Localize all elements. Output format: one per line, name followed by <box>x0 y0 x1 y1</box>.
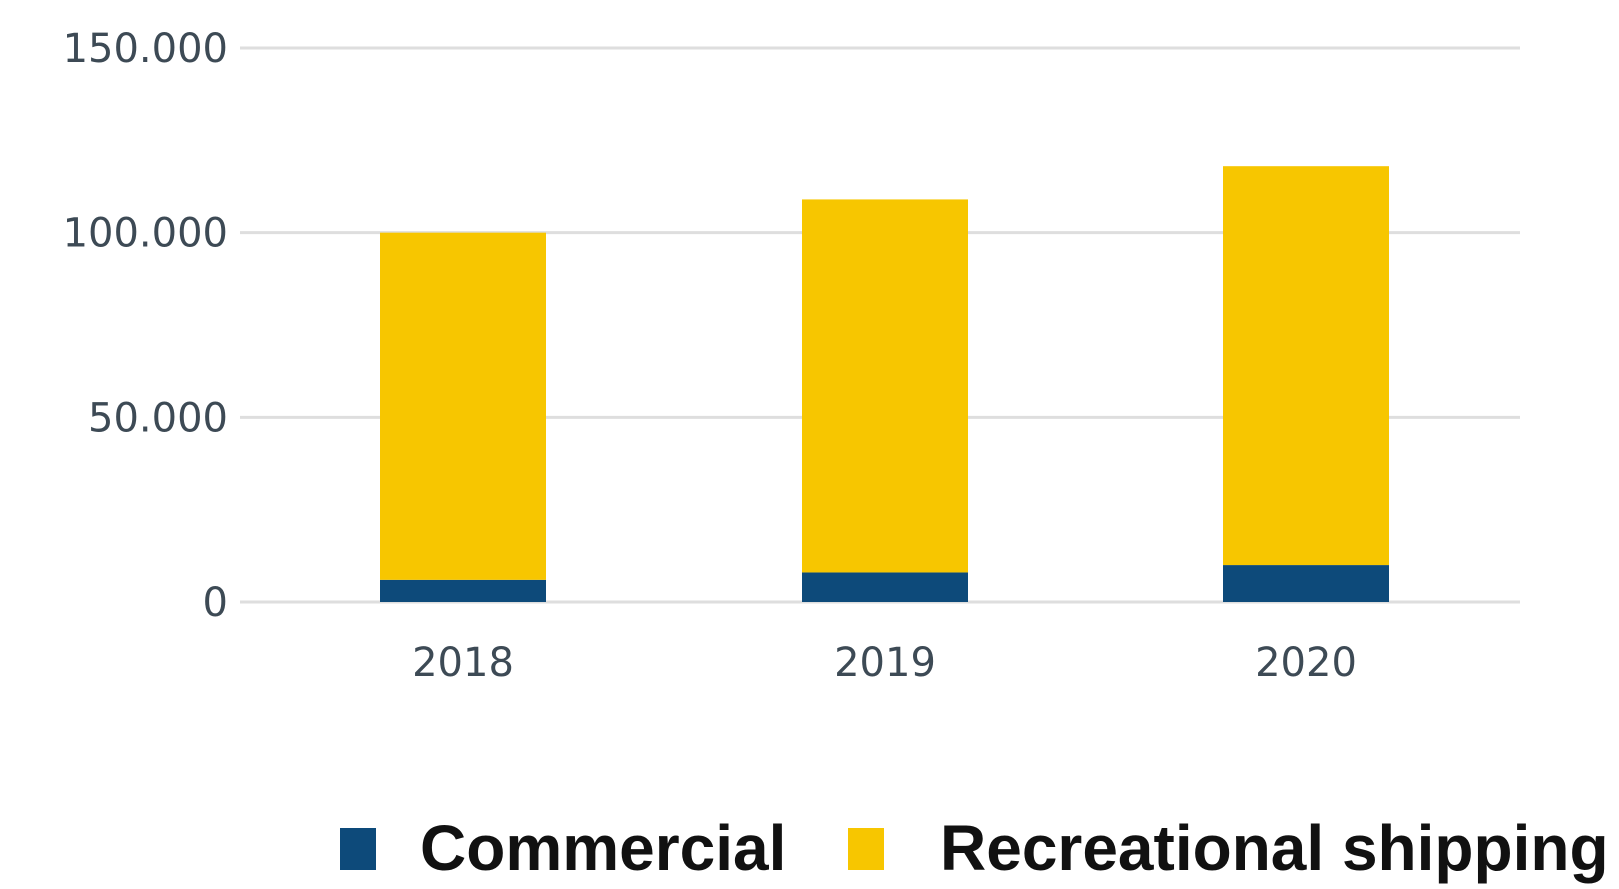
y-tick-label: 50.000 <box>88 395 228 441</box>
y-axis-tick-labels: 0 50.000 100.000 150.000 <box>63 26 228 626</box>
legend-label-commercial: Commercial <box>420 812 786 884</box>
bar-segment-commercial-2020 <box>1223 565 1389 602</box>
legend-swatch-commercial <box>340 828 376 870</box>
legend-swatch-recreational-shipping <box>848 828 884 870</box>
y-tick-label: 0 <box>203 580 228 626</box>
x-tick-label-2019: 2019 <box>834 640 936 686</box>
bar-segment-commercial-2019 <box>802 572 968 602</box>
y-tick-label: 100.000 <box>63 211 228 257</box>
bar-segment-commercial-2018 <box>380 580 546 602</box>
bar-segment-recreational-shipping-2019 <box>802 199 968 572</box>
x-tick-label-2020: 2020 <box>1255 640 1357 686</box>
legend: Commercial Recreational shipping <box>340 812 1609 884</box>
legend-label-recreational-shipping: Recreational shipping <box>940 812 1609 884</box>
bar-segment-recreational-shipping-2020 <box>1223 166 1389 565</box>
x-tick-label-2018: 2018 <box>412 640 514 686</box>
x-axis-category-labels: 2018 2019 2020 <box>412 640 1357 686</box>
y-tick-label: 150.000 <box>63 26 228 72</box>
bar-segment-recreational-shipping-2018 <box>380 233 546 580</box>
